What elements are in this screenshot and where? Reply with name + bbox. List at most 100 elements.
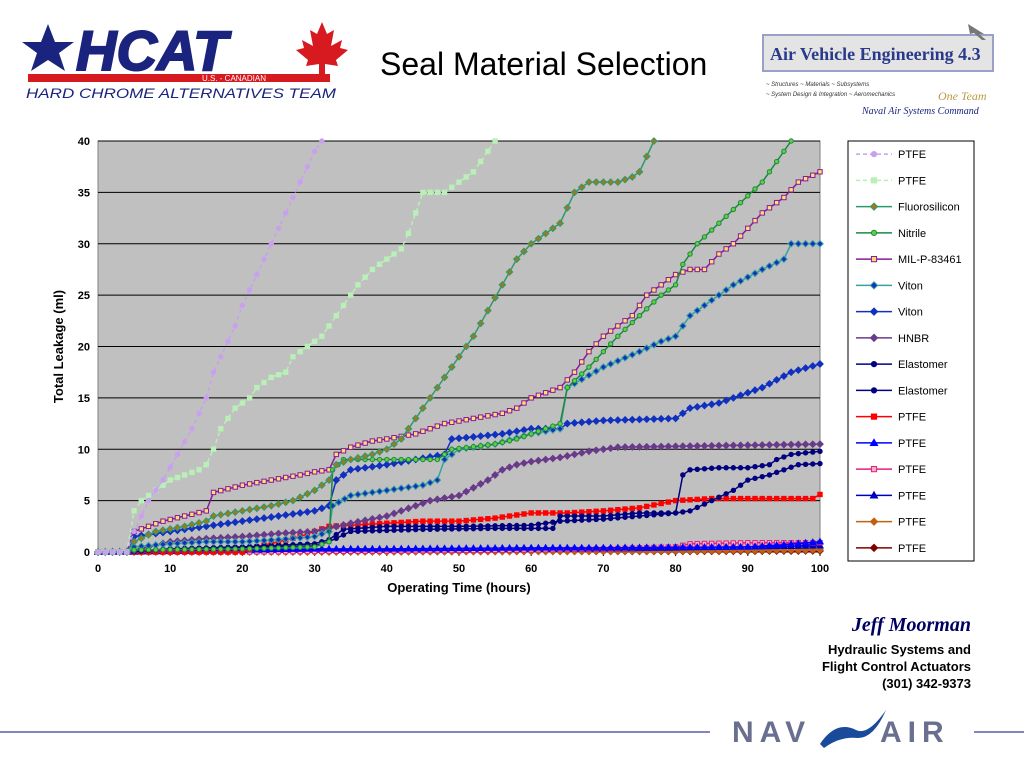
navair-logo: NAV AIR [732,710,944,749]
x-axis-label: Operating Time (hours) [387,580,531,595]
series-point [773,158,780,165]
series-point [701,266,708,273]
series-point [95,549,101,555]
series-point [707,441,716,450]
series-point [593,508,599,515]
series-point [491,430,500,439]
series-point [694,266,700,273]
series-point [476,319,485,328]
series-point [420,518,426,524]
series-point [189,469,195,476]
series-point [736,441,745,450]
series-point [420,526,426,533]
series-point [261,256,267,262]
series-point [671,332,680,341]
series-point [447,492,456,501]
series-point [382,486,391,495]
series-point [469,483,478,492]
legend-label: PTFE [898,438,926,450]
series-point [303,533,312,542]
series-point [752,186,758,192]
series-point [153,487,159,494]
series-point [593,356,599,363]
series-point [470,443,477,450]
series-point [195,538,203,547]
hcat-logo: HCAT U.S. - CANADIAN HARD CHROME ALTERNA… [22,18,348,101]
series-point [463,417,469,423]
series-point [557,513,563,519]
series-point [520,247,528,256]
series-point [657,442,666,451]
series-point [600,513,607,519]
series-point [779,372,788,380]
series-point [593,341,599,347]
series-point [304,343,311,350]
series-point [808,538,817,546]
series-point [189,546,195,553]
series-point [701,466,708,472]
series-point [310,506,319,515]
series-point [151,527,160,536]
series-point [810,461,816,467]
series-point [794,539,803,547]
series-point [801,364,810,372]
series-point [758,265,767,274]
series-point [787,540,796,547]
x-tick-label: 70 [597,563,609,575]
series-point [592,543,601,551]
series-point [505,463,514,472]
series-point [369,266,376,273]
series-point [613,178,622,187]
series-point [492,138,498,144]
series-point [606,444,615,453]
series-point [556,424,564,433]
series-point [801,546,810,554]
series-point [528,510,534,516]
series-point [600,333,607,339]
series-point [405,230,412,237]
series-point [752,495,758,502]
series-point [779,540,788,548]
series-point [254,384,260,391]
series-point [570,450,579,459]
legend-label: PTFE [898,149,926,161]
series-point [628,415,637,424]
series-point [289,534,297,543]
series-point [391,434,397,441]
series-point [145,523,152,530]
series-point [541,543,550,551]
series-point [418,481,427,490]
series-point [808,239,817,248]
series-point [144,530,153,539]
series-point [434,456,441,463]
x-tick-label: 80 [669,563,681,575]
series-point [173,523,182,532]
series-point [375,461,384,470]
series-point [440,373,449,382]
series-point [260,514,268,522]
series-point [723,246,729,252]
series-point [701,234,708,240]
series-point [319,541,325,547]
series-point [405,519,412,525]
series-point [743,441,752,450]
series-point [187,538,196,547]
series-point [498,465,507,474]
series-point [678,543,687,551]
series-point [571,513,578,519]
series-point [650,442,658,451]
series-point [542,390,549,396]
series-point [615,512,621,518]
series-point [483,544,492,551]
aircraft-icon [968,24,986,40]
series-point [189,511,195,518]
series-point [592,367,601,376]
series-point [297,179,303,185]
series-point [390,459,398,468]
series-point [275,372,282,378]
legend-marker [869,333,879,343]
series-point [196,509,202,516]
legend-entry: Elastomer [856,385,948,397]
series-point [232,323,238,329]
series-point [275,545,282,551]
